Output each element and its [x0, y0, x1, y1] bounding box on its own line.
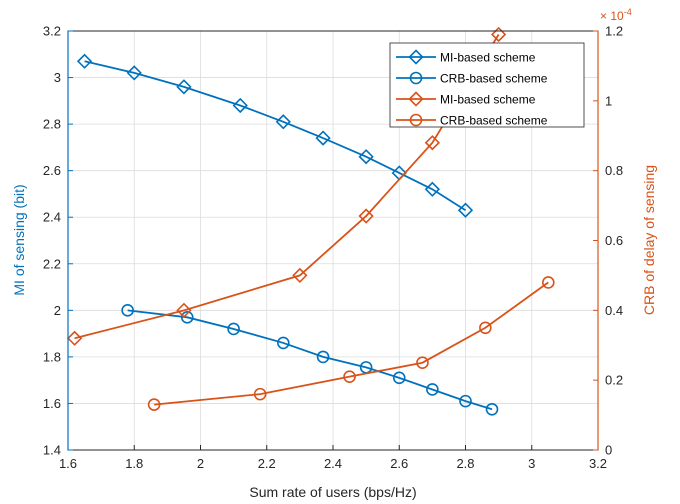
data-point	[227, 322, 240, 336]
y-left-tick-label: 1.8	[43, 349, 61, 364]
data-point	[180, 311, 194, 324]
x-tick-label: 1.6	[59, 456, 77, 471]
data-point	[358, 208, 374, 224]
x-tick-label: 1.8	[125, 456, 143, 471]
right-axis-exponent: × 10-4	[600, 7, 632, 23]
data-point	[66, 330, 83, 346]
x-tick-label: 3.2	[589, 456, 607, 471]
data-point	[542, 276, 555, 289]
legend-entry: MI-based scheme	[396, 91, 536, 107]
series-line	[127, 309, 493, 411]
data-point	[479, 321, 492, 335]
data-point	[490, 26, 507, 43]
y-axis-left: 1.4 1.6 1.8 2 2.2 2.4 2.6 2.8 3 3.2	[43, 24, 73, 458]
legend-entry: MI-based scheme	[396, 49, 536, 65]
legend-label: MI-based scheme	[440, 51, 536, 65]
y-right-tick-label: 1.2	[605, 24, 623, 39]
y-axis-right-label: CRB of delay of sensing	[641, 165, 657, 315]
data-point	[121, 304, 134, 317]
y-left-tick-label: 2.6	[43, 163, 61, 178]
x-axis-label: Sum rate of users (bps/Hz)	[249, 484, 416, 500]
x-tick-label: 2.8	[456, 456, 474, 471]
y-left-tick-label: 2.2	[43, 256, 61, 271]
series-2	[121, 304, 499, 416]
data-point	[253, 387, 267, 401]
data-point	[126, 65, 142, 81]
legend-marker	[408, 49, 424, 65]
series-1	[76, 53, 474, 218]
y-left-tick-label: 2.8	[43, 117, 61, 132]
data-point	[485, 402, 499, 416]
y-left-tick-label: 1.6	[43, 396, 61, 411]
y-right-tick-label: 0.8	[605, 163, 623, 178]
data-point	[147, 398, 161, 411]
data-point	[316, 350, 330, 364]
y-right-tick-label: 0.2	[605, 373, 623, 388]
data-point	[424, 135, 441, 151]
legend: MI-based scheme CRB-based scheme MI-based …	[389, 42, 585, 128]
x-tick-label: 2.4	[324, 456, 342, 471]
series-line	[84, 60, 466, 211]
x-tick-label: 2.2	[258, 456, 276, 471]
data-point	[416, 356, 429, 370]
data-point	[176, 302, 192, 318]
data-point	[426, 383, 439, 396]
y-left-tick-label: 2	[54, 303, 61, 318]
legend-label: CRB-based scheme	[440, 114, 548, 128]
exponent-base: × 10	[600, 9, 624, 23]
x-tick-label: 2	[197, 456, 204, 471]
data-point	[275, 114, 291, 130]
data-point	[292, 267, 308, 284]
legend-entry: CRB-based scheme	[396, 114, 548, 128]
data-point	[459, 394, 472, 408]
y-right-tick-label: 0.4	[605, 303, 623, 318]
y-left-tick-label: 2.4	[43, 210, 61, 225]
y-right-tick-label: 0.6	[605, 233, 623, 248]
legend-marker	[409, 71, 423, 85]
series-line	[154, 281, 549, 406]
series-4	[147, 276, 555, 411]
data-point	[457, 202, 474, 218]
y-axis-left-label: MI of sensing (bit)	[11, 184, 27, 295]
data-point	[176, 79, 192, 95]
exponent-power: -4	[624, 7, 632, 17]
legend-marker	[408, 91, 424, 107]
legend-entry: CRB-based scheme	[396, 72, 548, 86]
y-right-tick-label: 1	[605, 93, 612, 108]
data-point	[315, 130, 331, 146]
y-axis-right: 0 0.2 0.4 0.6 0.8 1 1.2	[593, 24, 623, 458]
x-axis: 1.6 1.8 2 2.2 2.4 2.6 2.8 3 3.2	[59, 445, 607, 471]
y-left-tick-label: 3.2	[43, 24, 61, 39]
legend-marker	[409, 113, 423, 127]
x-tick-label: 2.6	[390, 456, 408, 471]
data-point	[392, 371, 406, 385]
data-point	[343, 370, 356, 383]
y-left-tick-label: 1.4	[43, 443, 61, 458]
data-point	[424, 181, 441, 197]
data-point	[232, 97, 248, 114]
legend-label: CRB-based scheme	[440, 72, 548, 86]
data-point	[358, 149, 374, 165]
y-right-tick-label: 0	[605, 443, 612, 458]
data-point	[277, 336, 290, 350]
data-point	[76, 53, 93, 69]
x-tick-label: 3	[528, 456, 535, 471]
y-left-tick-label: 3	[54, 70, 61, 85]
legend-label: MI-based scheme	[440, 93, 536, 107]
